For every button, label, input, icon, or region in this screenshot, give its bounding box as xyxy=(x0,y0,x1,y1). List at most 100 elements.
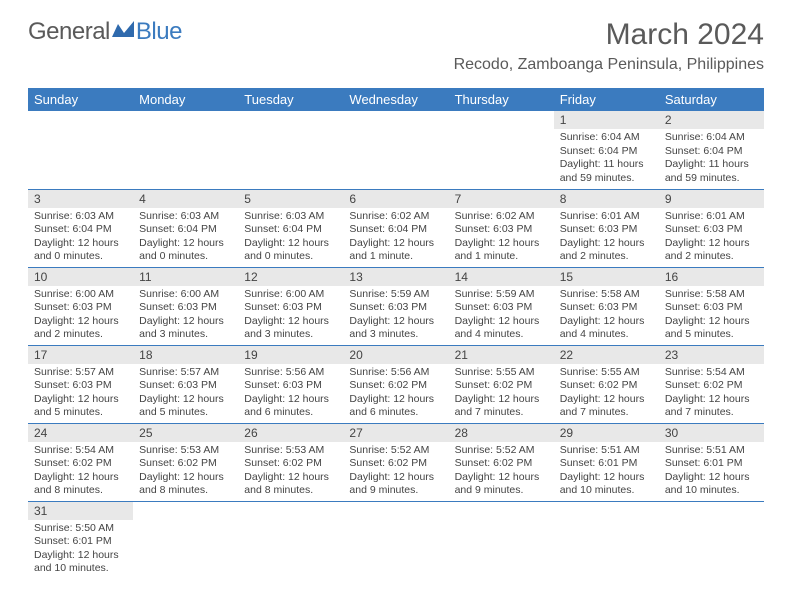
month-title: March 2024 xyxy=(454,18,764,52)
day-number: 18 xyxy=(133,346,238,364)
day-number: 3 xyxy=(28,190,133,208)
day-content: Sunrise: 6:03 AMSunset: 6:04 PMDaylight:… xyxy=(238,208,343,267)
day-number: 29 xyxy=(554,424,659,442)
calendar-day-cell: 29Sunrise: 5:51 AMSunset: 6:01 PMDayligh… xyxy=(554,423,659,501)
logo-text-general: General xyxy=(28,18,110,46)
calendar-day-cell: 7Sunrise: 6:02 AMSunset: 6:03 PMDaylight… xyxy=(449,189,554,267)
day-content: Sunrise: 5:51 AMSunset: 6:01 PMDaylight:… xyxy=(659,442,764,501)
day-content: Sunrise: 5:57 AMSunset: 6:03 PMDaylight:… xyxy=(133,364,238,423)
calendar-day-cell: 12Sunrise: 6:00 AMSunset: 6:03 PMDayligh… xyxy=(238,267,343,345)
day-content: Sunrise: 5:54 AMSunset: 6:02 PMDaylight:… xyxy=(659,364,764,423)
day-number: 2 xyxy=(659,111,764,129)
day-number: 12 xyxy=(238,268,343,286)
calendar-day-cell: 11Sunrise: 6:00 AMSunset: 6:03 PMDayligh… xyxy=(133,267,238,345)
day-number: 30 xyxy=(659,424,764,442)
logo: General Blue xyxy=(28,18,182,46)
calendar-week: 31Sunrise: 5:50 AMSunset: 6:01 PMDayligh… xyxy=(28,501,764,579)
logo-text-blue: Blue xyxy=(136,18,182,46)
day-content: Sunrise: 5:59 AMSunset: 6:03 PMDaylight:… xyxy=(343,286,448,345)
day-content: Sunrise: 5:55 AMSunset: 6:02 PMDaylight:… xyxy=(449,364,554,423)
day-number: 4 xyxy=(133,190,238,208)
day-content: Sunrise: 5:58 AMSunset: 6:03 PMDaylight:… xyxy=(554,286,659,345)
day-number: 6 xyxy=(343,190,448,208)
calendar-day-cell: 18Sunrise: 5:57 AMSunset: 6:03 PMDayligh… xyxy=(133,345,238,423)
calendar-day-cell xyxy=(343,111,448,189)
day-number: 20 xyxy=(343,346,448,364)
day-content: Sunrise: 6:03 AMSunset: 6:04 PMDaylight:… xyxy=(28,208,133,267)
day-content: Sunrise: 5:58 AMSunset: 6:03 PMDaylight:… xyxy=(659,286,764,345)
day-number: 9 xyxy=(659,190,764,208)
day-content: Sunrise: 5:56 AMSunset: 6:02 PMDaylight:… xyxy=(343,364,448,423)
day-number: 28 xyxy=(449,424,554,442)
day-number: 22 xyxy=(554,346,659,364)
day-number: 24 xyxy=(28,424,133,442)
calendar-day-cell: 10Sunrise: 6:00 AMSunset: 6:03 PMDayligh… xyxy=(28,267,133,345)
day-header: Sunday xyxy=(28,88,133,111)
calendar-day-cell: 9Sunrise: 6:01 AMSunset: 6:03 PMDaylight… xyxy=(659,189,764,267)
calendar-week: 3Sunrise: 6:03 AMSunset: 6:04 PMDaylight… xyxy=(28,189,764,267)
calendar-day-cell: 1Sunrise: 6:04 AMSunset: 6:04 PMDaylight… xyxy=(554,111,659,189)
calendar-week: 24Sunrise: 5:54 AMSunset: 6:02 PMDayligh… xyxy=(28,423,764,501)
day-number: 11 xyxy=(133,268,238,286)
calendar-day-cell xyxy=(133,501,238,579)
calendar-day-cell: 6Sunrise: 6:02 AMSunset: 6:04 PMDaylight… xyxy=(343,189,448,267)
calendar-day-cell: 20Sunrise: 5:56 AMSunset: 6:02 PMDayligh… xyxy=(343,345,448,423)
calendar-day-cell: 13Sunrise: 5:59 AMSunset: 6:03 PMDayligh… xyxy=(343,267,448,345)
day-header: Friday xyxy=(554,88,659,111)
calendar-day-cell xyxy=(133,111,238,189)
day-content: Sunrise: 5:52 AMSunset: 6:02 PMDaylight:… xyxy=(449,442,554,501)
calendar-day-cell: 14Sunrise: 5:59 AMSunset: 6:03 PMDayligh… xyxy=(449,267,554,345)
day-content: Sunrise: 5:59 AMSunset: 6:03 PMDaylight:… xyxy=(449,286,554,345)
calendar-body: 1Sunrise: 6:04 AMSunset: 6:04 PMDaylight… xyxy=(28,111,764,579)
calendar-day-cell xyxy=(554,501,659,579)
calendar-day-cell: 16Sunrise: 5:58 AMSunset: 6:03 PMDayligh… xyxy=(659,267,764,345)
day-content: Sunrise: 6:00 AMSunset: 6:03 PMDaylight:… xyxy=(28,286,133,345)
day-content: Sunrise: 5:53 AMSunset: 6:02 PMDaylight:… xyxy=(238,442,343,501)
calendar-day-cell: 24Sunrise: 5:54 AMSunset: 6:02 PMDayligh… xyxy=(28,423,133,501)
day-number: 17 xyxy=(28,346,133,364)
calendar-day-cell: 22Sunrise: 5:55 AMSunset: 6:02 PMDayligh… xyxy=(554,345,659,423)
title-block: March 2024 Recodo, Zamboanga Peninsula, … xyxy=(454,18,764,74)
calendar-day-cell: 23Sunrise: 5:54 AMSunset: 6:02 PMDayligh… xyxy=(659,345,764,423)
calendar-day-cell: 4Sunrise: 6:03 AMSunset: 6:04 PMDaylight… xyxy=(133,189,238,267)
day-number: 1 xyxy=(554,111,659,129)
calendar-week: 17Sunrise: 5:57 AMSunset: 6:03 PMDayligh… xyxy=(28,345,764,423)
day-content: Sunrise: 6:00 AMSunset: 6:03 PMDaylight:… xyxy=(238,286,343,345)
calendar-day-cell: 25Sunrise: 5:53 AMSunset: 6:02 PMDayligh… xyxy=(133,423,238,501)
calendar-week: 1Sunrise: 6:04 AMSunset: 6:04 PMDaylight… xyxy=(28,111,764,189)
day-content: Sunrise: 6:02 AMSunset: 6:04 PMDaylight:… xyxy=(343,208,448,267)
flag-icon xyxy=(112,21,134,39)
calendar-day-cell xyxy=(238,501,343,579)
day-content: Sunrise: 6:00 AMSunset: 6:03 PMDaylight:… xyxy=(133,286,238,345)
calendar-table: SundayMondayTuesdayWednesdayThursdayFrid… xyxy=(28,88,764,579)
day-content: Sunrise: 5:57 AMSunset: 6:03 PMDaylight:… xyxy=(28,364,133,423)
day-content: Sunrise: 6:04 AMSunset: 6:04 PMDaylight:… xyxy=(659,129,764,188)
day-number: 27 xyxy=(343,424,448,442)
calendar-day-cell xyxy=(449,111,554,189)
day-header: Thursday xyxy=(449,88,554,111)
day-number: 25 xyxy=(133,424,238,442)
day-number: 31 xyxy=(28,502,133,520)
day-header: Wednesday xyxy=(343,88,448,111)
header: General Blue March 2024 Recodo, Zamboang… xyxy=(0,0,792,82)
day-header: Monday xyxy=(133,88,238,111)
calendar-day-cell: 21Sunrise: 5:55 AMSunset: 6:02 PMDayligh… xyxy=(449,345,554,423)
day-number: 7 xyxy=(449,190,554,208)
calendar-day-cell: 31Sunrise: 5:50 AMSunset: 6:01 PMDayligh… xyxy=(28,501,133,579)
day-number: 23 xyxy=(659,346,764,364)
day-number: 8 xyxy=(554,190,659,208)
day-number: 21 xyxy=(449,346,554,364)
day-content: Sunrise: 5:56 AMSunset: 6:03 PMDaylight:… xyxy=(238,364,343,423)
calendar-day-cell: 17Sunrise: 5:57 AMSunset: 6:03 PMDayligh… xyxy=(28,345,133,423)
calendar-day-cell: 28Sunrise: 5:52 AMSunset: 6:02 PMDayligh… xyxy=(449,423,554,501)
day-content: Sunrise: 5:51 AMSunset: 6:01 PMDaylight:… xyxy=(554,442,659,501)
day-content: Sunrise: 5:55 AMSunset: 6:02 PMDaylight:… xyxy=(554,364,659,423)
day-number: 13 xyxy=(343,268,448,286)
calendar-day-cell xyxy=(238,111,343,189)
location: Recodo, Zamboanga Peninsula, Philippines xyxy=(454,56,764,74)
day-number: 16 xyxy=(659,268,764,286)
calendar-day-cell: 5Sunrise: 6:03 AMSunset: 6:04 PMDaylight… xyxy=(238,189,343,267)
calendar-day-cell: 26Sunrise: 5:53 AMSunset: 6:02 PMDayligh… xyxy=(238,423,343,501)
day-content: Sunrise: 5:53 AMSunset: 6:02 PMDaylight:… xyxy=(133,442,238,501)
calendar-day-cell xyxy=(659,501,764,579)
